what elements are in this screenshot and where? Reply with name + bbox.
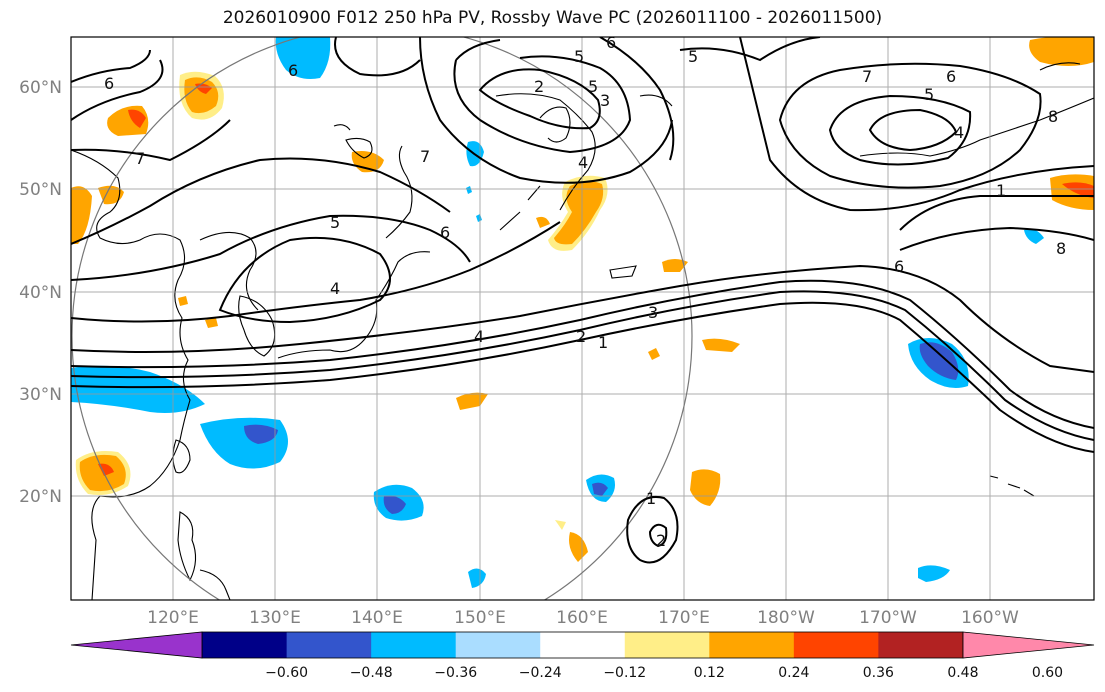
- contour-label: 2: [576, 327, 586, 346]
- lat-label: 30°N: [19, 385, 62, 405]
- contour-label: 4: [474, 327, 484, 346]
- colorbar-segment: [624, 632, 710, 658]
- map-border: [70, 36, 1095, 601]
- colorbar-tick-label: −0.24: [519, 665, 562, 681]
- colorbar-tick-label: 0.36: [863, 665, 894, 681]
- contour-label: 6: [440, 223, 450, 242]
- gridlines: [71, 37, 1094, 600]
- colorbar-segment: [455, 632, 541, 658]
- colorbar-ticks: −0.60 −0.48 −0.36 −0.24 −0.12 0.12 0.24 …: [265, 665, 1063, 681]
- lat-label: 40°N: [19, 283, 62, 303]
- lat-label: 60°N: [19, 78, 62, 98]
- contour-label: 7: [135, 149, 145, 168]
- lon-label: 170°E: [658, 608, 710, 628]
- colorbar-tick-label: −0.60: [265, 665, 308, 681]
- contour-label: 4: [330, 279, 340, 298]
- contour-label: 5: [688, 47, 698, 66]
- colorbar-segment: [371, 632, 457, 658]
- contour-label: 5: [574, 47, 584, 66]
- colorbar-extend-high: [962, 631, 1095, 659]
- colorbar-extend-low: [70, 631, 203, 659]
- contour-label: 7: [420, 147, 430, 166]
- colorbar-tick-label: 0.12: [694, 665, 725, 681]
- colorbar-tick-label: −0.12: [603, 665, 646, 681]
- lon-label: 170°W: [859, 608, 917, 628]
- colorbar-tick-label: 0.48: [947, 665, 978, 681]
- range-circle: [71, 37, 693, 600]
- contour-label: 1: [598, 333, 608, 352]
- colorbar-tick-label: −0.48: [350, 665, 393, 681]
- lon-label: 130°E: [249, 608, 301, 628]
- colorbar-segment: [878, 632, 964, 658]
- colorbar-segment: [793, 632, 879, 658]
- contour-label: 6: [894, 257, 904, 276]
- longitude-labels: 120°E 130°E 140°E 150°E 160°E 170°E 180°…: [147, 608, 1019, 628]
- colorbar-tick-label: 0.24: [778, 665, 809, 681]
- pv-contours: [71, 37, 1094, 564]
- colorbar-tick-label: 0.60: [1032, 665, 1063, 681]
- contour-label: 6: [946, 67, 956, 86]
- lon-label: 150°E: [454, 608, 506, 628]
- negative-anomalies: [71, 37, 1044, 588]
- contour-label: 2: [534, 77, 544, 96]
- contour-label: 8: [1048, 107, 1058, 126]
- colorbar-segment: [202, 632, 288, 658]
- lon-label: 180°W: [757, 608, 815, 628]
- contour-label: 7: [862, 67, 872, 86]
- colorbar-outline: [201, 631, 964, 659]
- contour-label: 6: [104, 74, 114, 93]
- contour-label-group: 6 7 5 4 6 7 5 2 5 3 6 4 5 4 3 2 1 6 7 5: [104, 33, 1066, 550]
- contour-label: 5: [924, 85, 934, 104]
- contour-label: 6: [288, 61, 298, 80]
- contour-label: 1: [646, 489, 656, 508]
- lon-label: 140°E: [351, 608, 403, 628]
- lat-label: 20°N: [19, 487, 62, 507]
- contour-label: 5: [588, 77, 598, 96]
- contour-label: 5: [330, 213, 340, 232]
- latitude-labels: 60°N 50°N 40°N 30°N 20°N: [19, 78, 62, 507]
- contour-label: 6: [606, 33, 616, 52]
- map-title: 2026010900 F012 250 hPa PV, Rossby Wave …: [222, 8, 883, 28]
- colorbar-segment: [540, 632, 626, 658]
- contour-label: 2: [656, 531, 666, 550]
- lon-label: 160°E: [556, 608, 608, 628]
- positive-anomalies: [71, 37, 1094, 562]
- lat-label: 50°N: [19, 180, 62, 200]
- contour-label: 4: [954, 123, 964, 142]
- lon-label: 160°W: [961, 608, 1019, 628]
- contour-label: 3: [600, 91, 610, 110]
- lon-label: 120°E: [147, 608, 199, 628]
- contour-label: 1: [996, 181, 1006, 200]
- colorbar: [70, 631, 1095, 659]
- colorbar-tick-label: −0.36: [434, 665, 477, 681]
- colorbar-segment: [286, 632, 372, 658]
- contour-label: 8: [1056, 239, 1066, 258]
- contour-label: 4: [578, 153, 588, 172]
- contour-label: 3: [648, 303, 658, 322]
- colorbar-segment: [709, 632, 795, 658]
